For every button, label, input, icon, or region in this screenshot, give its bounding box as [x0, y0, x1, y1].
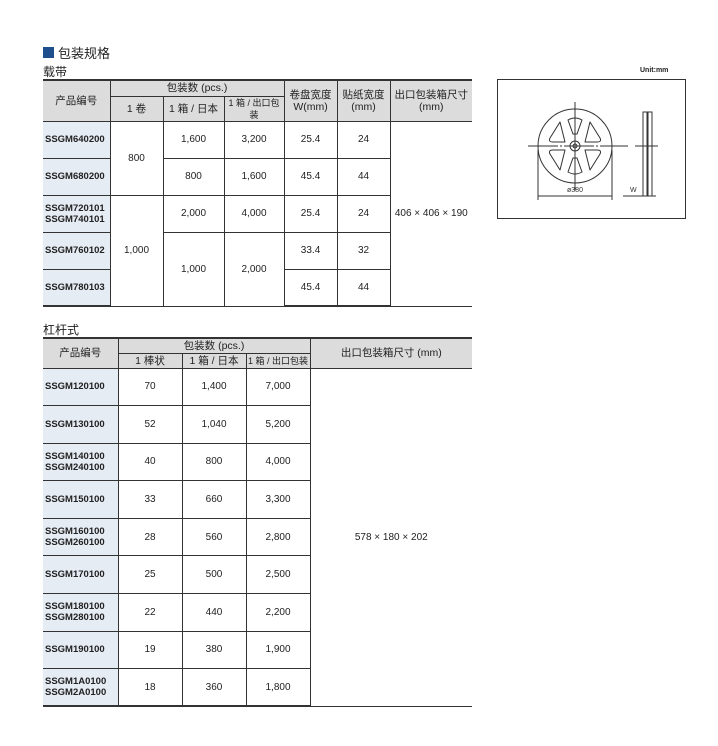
product-number: SSGM180100 SSGM280100: [43, 593, 119, 632]
per-stick-cell: 18: [117, 668, 183, 708]
header-box-export: 1 箱 / 出口包装: [223, 95, 285, 122]
table-row: SSGM120100 70 1,400 7,000 578 × 180 × 202: [43, 367, 473, 707]
stick-table: 产品编号 包装数 (pcs.) 出口包装箱尺寸 (mm) 1 棒状 1 箱 / …: [43, 337, 473, 708]
header-per-stick: 1 棒状: [118, 352, 183, 369]
header-qty: 包装数 (pcs.): [109, 79, 285, 97]
box-export-cell: 2,500: [245, 555, 311, 595]
reel-width-cell: 45.4: [283, 268, 338, 307]
product-number: SSGM640200: [43, 120, 111, 159]
table-row: SSGM1A0100 SSGM2A0100 18 360 1,800: [43, 668, 472, 708]
product-number: SSGM130100: [43, 405, 119, 444]
header-tape-width: 贴纸宽度 (mm): [336, 79, 391, 122]
per-stick-cell: 70: [117, 367, 183, 407]
box-export-cell: 2,000: [223, 231, 285, 307]
carrier-table: 产品编号 包装数 (pcs.) 卷盘宽度 W(mm) 贴纸宽度 (mm) 出口包…: [43, 79, 473, 307]
box-japan-cell: 800: [162, 157, 225, 196]
product-number: SSGM140100 SSGM240100: [43, 442, 119, 482]
product-number: SSGM190100: [43, 630, 119, 670]
unit-label: Unit:mm: [640, 67, 669, 74]
per-stick-cell: 28: [117, 517, 183, 557]
box-export-cell: 3,300: [245, 480, 311, 519]
reel-width-cell: 45.4: [283, 157, 338, 196]
per-stick-cell: 40: [117, 442, 183, 482]
box-japan-cell: 1,040: [181, 405, 247, 444]
box-japan-cell: 380: [181, 630, 247, 670]
header-per-reel: 1 卷: [110, 95, 164, 122]
box-export-cell: 2,200: [245, 593, 311, 632]
box-japan-cell: 2,000: [162, 194, 225, 233]
product-number: SSGM160100 SSGM260100: [43, 517, 119, 557]
box-export-cell: 4,000: [245, 442, 311, 482]
per-reel-cell: 800: [109, 120, 164, 196]
per-reel-cell: 1,000: [109, 194, 164, 307]
header-reel-width: 卷盘宽度 W(mm): [283, 79, 338, 122]
box-japan-cell: 560: [181, 517, 247, 557]
reel-diagram: ø380 W: [497, 79, 686, 219]
box-japan-cell: 1,000: [162, 231, 225, 307]
stick-title: 杠杆式: [43, 323, 80, 337]
box-export-cell: 2,800: [245, 517, 311, 557]
box-japan-cell: 1,400: [181, 367, 247, 407]
box-export-cell: 7,000: [245, 367, 311, 407]
tape-width-cell: 32: [336, 231, 391, 270]
header-box-japan: 1 箱 / 日本: [162, 95, 225, 122]
product-number: SSGM170100: [43, 555, 119, 595]
box-export-cell: 4,000: [223, 194, 285, 233]
section-marker-icon: [43, 47, 54, 58]
box-japan-cell: 800: [181, 442, 247, 482]
section-title: 包装规格: [43, 43, 110, 62]
product-number: SSGM150100: [43, 480, 119, 519]
header-export-box: 出口包装箱尺寸 (mm): [389, 79, 473, 122]
box-export-cell: 1,900: [245, 630, 311, 670]
product-number: SSGM760102: [43, 231, 111, 270]
table-row: SSGM140100 SSGM240100 40 800 4,000: [43, 442, 472, 482]
header-product: 产品编号: [43, 79, 111, 122]
product-number: SSGM780103: [43, 268, 111, 307]
box-export-cell: 1,600: [223, 157, 285, 196]
header-export-box: 出口包装箱尺寸 (mm): [309, 337, 473, 369]
box-export-cell: 3,200: [223, 120, 285, 159]
box-japan-cell: 360: [181, 668, 247, 708]
box-export-cell: 5,200: [245, 405, 311, 444]
box-export-cell: 1,800: [245, 668, 311, 708]
table-row: SSGM680200 800 1,600 45.4 44: [43, 157, 472, 196]
table-row: SSGM780103 45.4 44: [43, 268, 472, 307]
header-box-export: 1 箱 / 出口包装: [245, 352, 311, 369]
box-japan-cell: 1,600: [162, 120, 225, 159]
tape-width-cell: 44: [336, 268, 391, 307]
reel-width-cell: 33.4: [283, 231, 338, 270]
reel-width-cell: 25.4: [283, 120, 338, 159]
box-japan-cell: 660: [181, 480, 247, 519]
per-stick-cell: 52: [117, 405, 183, 444]
table-row: SSGM150100 33 660 3,300: [43, 480, 472, 519]
reel-width-cell: 25.4: [283, 194, 338, 233]
per-stick-cell: 19: [117, 630, 183, 670]
per-stick-cell: 33: [117, 480, 183, 519]
width-label: W: [630, 187, 637, 194]
header-product: 产品编号: [43, 337, 119, 369]
diameter-label: ø380: [567, 187, 583, 194]
product-number: SSGM680200: [43, 157, 111, 196]
tape-width-cell: 24: [336, 194, 391, 233]
tape-width-cell: 44: [336, 157, 391, 196]
box-japan-cell: 500: [181, 555, 247, 595]
table-row: SSGM190100 19 380 1,900: [43, 630, 472, 670]
table-row: SSGM640200 800 1,600 3,200 25.4 24 406 × 406 ×…: [43, 120, 473, 307]
product-number: SSGM720101 SSGM740101: [43, 194, 111, 233]
box-japan-cell: 440: [181, 593, 247, 632]
per-stick-cell: 22: [117, 593, 183, 632]
product-number: SSGM120100: [43, 367, 119, 407]
header-box-japan: 1 箱 / 日本: [181, 352, 247, 369]
per-stick-cell: 25: [117, 555, 183, 595]
table-row: SSGM170100 25 500 2,500: [43, 555, 472, 595]
product-number: SSGM1A0100 SSGM2A0100: [43, 668, 119, 708]
carrier-title: 载带: [43, 65, 68, 79]
export-box-cell: 406 × 406 × 190: [389, 120, 473, 307]
tape-width-cell: 24: [336, 120, 391, 159]
header-qty: 包装数 (pcs.): [117, 337, 311, 354]
export-box-cell: 578 × 180 × 202: [309, 367, 473, 707]
reel-drawing: ø380 W: [528, 102, 658, 200]
